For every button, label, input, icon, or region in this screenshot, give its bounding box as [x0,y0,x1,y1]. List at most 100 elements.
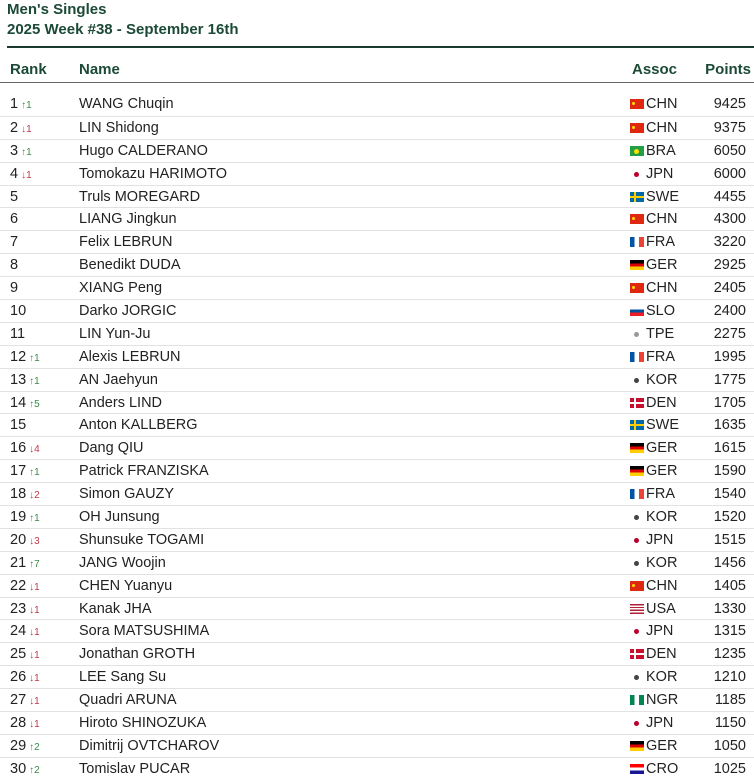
table-row[interactable]: 30 ↑2 Tomislav PUCAR CRO 1025 [0,756,754,782]
player-name[interactable]: Hiroto SHINOZUKA [79,715,207,732]
player-name[interactable]: Shunsuke TOGAMI [79,531,205,548]
player-name[interactable]: Sora MATSUSHIMA [79,623,210,640]
assoc-code: JPN [646,715,674,732]
table-row[interactable]: 14 ↑5 Anders LIND DEN 1705 [0,390,754,416]
table-row[interactable]: 6 LIANG Jingkun CHN 4300 [0,207,754,230]
table-row[interactable]: 3 ↑1 Hugo CALDERANO BRA 6050 [0,138,754,164]
rank-change-down: ↓1 [29,650,40,662]
table-row[interactable]: 13 ↑1 AN Jaehyun KOR 1775 [0,367,754,391]
table-row[interactable]: 21 ↑7 JANG Woojin KOR 1456 [0,550,754,574]
points-value: 1705 [713,394,746,411]
player-name[interactable]: LEE Sang Su [79,669,167,686]
player-name[interactable]: Truls MOREGARD [79,188,201,205]
points-value: 6050 [713,142,746,159]
table-row[interactable]: 19 ↑1 OH Junsung KOR 1520 [0,505,754,528]
table-row[interactable]: 10 Darko JORGIC SLO 2400 [0,299,754,322]
assoc-code: JPN [646,165,674,182]
player-name[interactable]: Darko JORGIC [79,303,177,320]
rank-cell: 17 ↑1 [10,460,40,484]
player-name[interactable]: LIN Shidong [79,119,159,136]
player-name[interactable]: Quadri ARUNA [79,692,177,709]
table-row[interactable]: 24 ↓1 Sora MATSUSHIMA JPN 1315 [0,619,754,642]
table-row[interactable]: 5 Truls MOREGARD SWE 4455 [0,184,754,208]
player-name[interactable]: LIANG Jingkun [79,211,177,228]
player-name[interactable]: JANG Woojin [79,554,166,571]
table-row[interactable]: 18 ↓2 Simon GAUZY FRA 1540 [0,482,754,505]
player-name[interactable]: Hugo CALDERANO [79,142,208,159]
table-row[interactable]: 25 ↓1 Jonathan GROTH DEN 1235 [0,642,754,665]
player-name[interactable]: Anton KALLBERG [79,417,198,434]
rank-cell: 2 ↓1 [10,117,32,141]
assoc-cell: FRA [630,231,675,253]
table-row[interactable]: 8 Benedikt DUDA GER 2925 [0,253,754,276]
flag-fra-icon [630,489,644,500]
player-name[interactable]: Patrick FRANZISKA [79,463,209,480]
player-name[interactable]: Kanak JHA [79,600,152,617]
player-name[interactable]: Felix LEBRUN [79,234,173,251]
table-row[interactable]: 4 ↓1 Tomokazu HARIMOTO JPN 6000 [0,161,754,185]
player-name[interactable]: Jonathan GROTH [79,646,196,663]
flag-ger-icon [630,260,644,271]
rank-number: 4 [10,165,19,182]
player-name[interactable]: AN Jaehyun [79,371,158,388]
table-row[interactable]: 20 ↓3 Shunsuke TOGAMI JPN 1515 [0,527,754,551]
table-row[interactable]: 7 Felix LEBRUN FRA 3220 [0,230,754,253]
player-name[interactable]: LIN Yun-Ju [79,325,151,342]
rank-change-down: ↓2 [29,490,40,502]
table-row[interactable]: 22 ↓1 CHEN Yuanyu CHN 1405 [0,573,754,597]
rank-cell: 3 ↑1 [10,140,32,164]
table-row[interactable]: 15 Anton KALLBERG SWE 1635 [0,413,754,436]
table-row[interactable]: 11 LIN Yun-Ju TPE 2275 [0,321,754,347]
rank-change-up: ↑1 [29,513,40,525]
rank-cell: 12 ↑1 [10,346,40,370]
player-name[interactable]: Tomislav PUCAR [79,760,191,777]
player-name[interactable]: CHEN Yuanyu [79,577,173,594]
table-row[interactable]: 26 ↓1 LEE Sang Su KOR 1210 [0,665,754,688]
rank-cell: 27 ↓1 [10,689,40,713]
assoc-cell: CRO [630,758,678,780]
assoc-code: FRA [646,234,675,251]
player-name[interactable]: OH Junsung [79,509,160,526]
assoc-code: USA [646,600,676,617]
flag-chn-icon [630,580,644,591]
flag-emblem [634,675,639,681]
assoc-cell: FRA [630,483,675,505]
table-row[interactable]: 17 ↑1 Patrick FRANZISKA GER 1590 [0,459,754,482]
player-name[interactable]: XIANG Peng [79,280,163,297]
table-row[interactable]: 1 ↑1 WANG Chuqin CHN 9425 [0,93,754,116]
player-name[interactable]: Anders LIND [79,394,163,411]
rank-cell: 28 ↓1 [10,712,40,736]
rank-number: 30 [10,760,27,777]
flag-ngr-icon [630,695,644,706]
table-row[interactable]: 29 ↑2 Dimitrij OVTCHAROV GER 1050 [0,733,754,757]
flag-ger-icon [630,740,644,751]
rank-cell: 16 ↓4 [10,437,40,461]
rank-cell: 11 [10,323,28,347]
assoc-cell: SWE [630,186,679,208]
assoc-cell: KOR [630,506,677,528]
player-name[interactable]: WANG Chuqin [79,96,174,112]
player-name[interactable]: Alexis LEBRUN [79,348,181,365]
table-row[interactable]: 9 XIANG Peng CHN 2405 [0,276,754,299]
table-row[interactable]: 16 ↓4 Dang QIU GER 1615 [0,436,754,459]
player-name[interactable]: Dang QIU [79,440,144,457]
player-name[interactable]: Dimitrij OVTCHAROV [79,737,220,754]
rank-cell: 30 ↑2 [10,758,40,782]
assoc-code: DEN [646,394,677,411]
rank-cell: 15 [10,414,29,438]
table-row[interactable]: 2 ↓1 LIN Shidong CHN 9375 [0,115,754,141]
assoc-cell: JPN [630,620,673,642]
table-row[interactable]: 27 ↓1 Quadri ARUNA NGR 1185 [0,688,754,711]
table-row[interactable]: 12 ↑1 Alexis LEBRUN FRA 1995 [0,344,754,370]
player-name[interactable]: Benedikt DUDA [79,257,181,274]
assoc-code: GER [646,463,678,480]
rank-cell: 14 ↑5 [10,392,40,416]
assoc-code: FRA [646,486,675,503]
flag-chn-icon [630,99,644,109]
table-row[interactable]: 28 ↓1 Hiroto SHINOZUKA JPN 1150 [0,711,754,734]
player-name[interactable]: Simon GAUZY [79,486,175,503]
player-name[interactable]: Tomokazu HARIMOTO [79,165,227,182]
flag-kor-icon [630,374,644,385]
assoc-code: NGR [646,692,679,709]
table-row[interactable]: 23 ↓1 Kanak JHA USA 1330 [0,596,754,620]
